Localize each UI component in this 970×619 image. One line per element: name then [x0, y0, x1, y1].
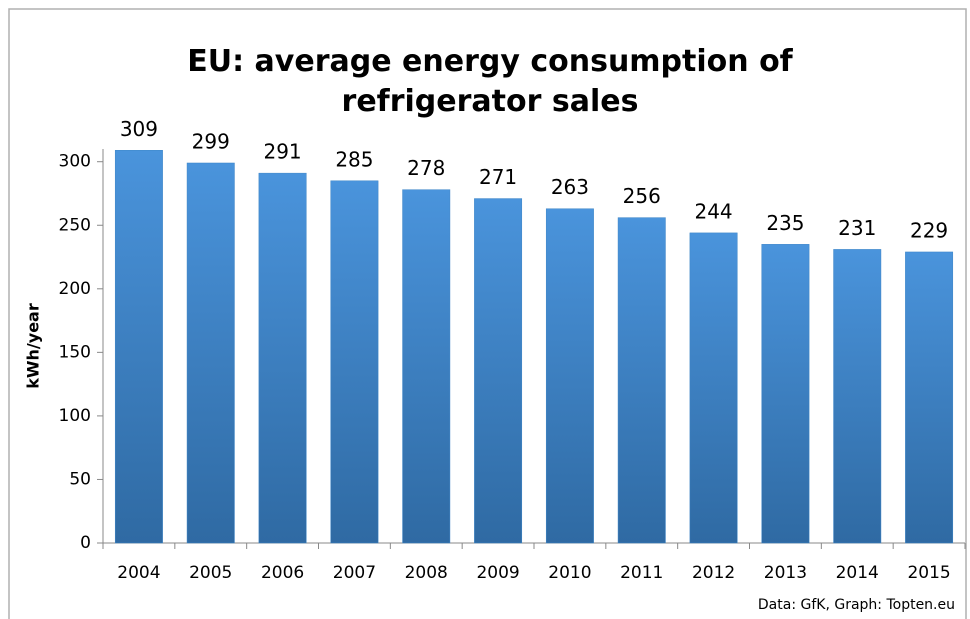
x-tick-label: 2006 — [261, 563, 304, 583]
bar — [905, 251, 954, 544]
value-label: 278 — [407, 156, 445, 180]
bar — [402, 189, 451, 544]
y-tick-label: 300 — [59, 152, 91, 172]
x-tick-label: 2008 — [405, 563, 448, 583]
value-label: 235 — [766, 211, 804, 235]
value-label: 285 — [335, 147, 373, 171]
x-tick-label: 2013 — [764, 563, 807, 583]
y-tick-label: 150 — [59, 342, 91, 362]
x-tick-label: 2009 — [476, 563, 519, 583]
value-label: 309 — [120, 117, 158, 141]
y-tick-label: 200 — [59, 279, 91, 299]
bar — [114, 150, 163, 544]
x-tick-label: 2015 — [907, 563, 950, 583]
bar — [617, 217, 666, 544]
bar — [258, 172, 307, 544]
bar — [689, 232, 738, 544]
value-label: 229 — [910, 218, 948, 242]
x-tick-label: 2005 — [189, 563, 232, 583]
frame — [8, 8, 967, 619]
x-tick-label: 2011 — [620, 563, 663, 583]
value-label: 263 — [551, 175, 589, 199]
y-axis-label: kWh/year — [24, 303, 43, 389]
value-label: 291 — [263, 140, 301, 164]
x-tick-label: 2010 — [548, 563, 591, 583]
source-note: Data: GfK, Graph: Topten.eu — [758, 597, 955, 613]
bar — [330, 180, 379, 544]
x-tick-label: 2007 — [333, 563, 376, 583]
value-label: 231 — [838, 216, 876, 240]
x-tick-label: 2004 — [117, 563, 160, 583]
bar — [545, 208, 594, 544]
y-tick-label: 0 — [80, 533, 91, 553]
value-label: 271 — [479, 165, 517, 189]
y-tick-label: 250 — [59, 215, 91, 235]
y-tick-label: 100 — [59, 406, 91, 426]
value-label: 256 — [623, 184, 661, 208]
bar — [186, 162, 235, 544]
bar — [761, 244, 810, 544]
chart-title: EU: average energy consumption of refrige… — [187, 44, 793, 119]
x-tick-label: 2012 — [692, 563, 735, 583]
bar — [833, 249, 882, 544]
x-tick-label: 2014 — [836, 563, 879, 583]
value-label: 244 — [694, 199, 732, 223]
y-tick-label: 50 — [69, 469, 91, 489]
value-label: 299 — [192, 129, 230, 153]
bar — [474, 198, 523, 544]
